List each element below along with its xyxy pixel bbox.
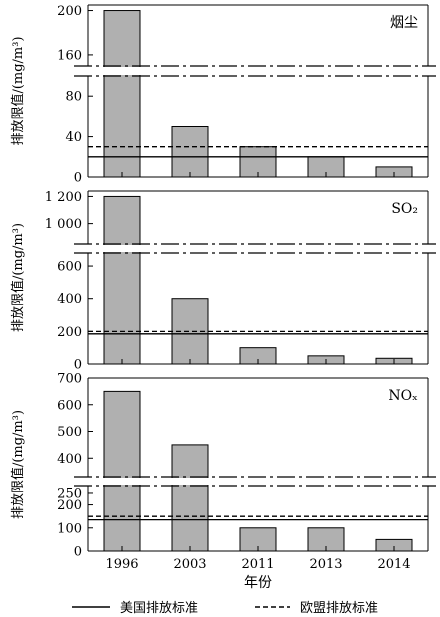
bar-1996: [103, 390, 141, 552]
y-tick-label: 200: [57, 4, 82, 19]
y-tick-label: 0: [74, 545, 82, 560]
y-tick-label: 160: [57, 48, 82, 63]
y-tick-label: 100: [57, 521, 82, 536]
panel-title: 烟尘: [390, 15, 418, 31]
x-tick-label: 2014: [377, 557, 410, 572]
y-tick-label: 200: [57, 498, 82, 513]
y-tick-label: 200: [57, 325, 82, 340]
x-axis-label: 年份: [244, 575, 272, 591]
y-tick-label: 0: [74, 171, 82, 186]
bar-2003: [171, 126, 209, 178]
panel-title: SO₂: [391, 201, 418, 217]
axis-break-gap: [74, 67, 440, 75]
y-tick-label: 1 000: [45, 217, 82, 232]
bar-1996: [103, 10, 141, 178]
x-tick-label: 2011: [241, 557, 274, 572]
y-tick-label: 0: [74, 358, 82, 373]
axis-break-gap: [74, 478, 440, 485]
x-tick-label: 1996: [105, 557, 138, 572]
legend-us-label: 美国排放标准: [120, 601, 198, 616]
y-tick-label: 400: [57, 452, 82, 467]
panel-1: 0 200 400 600 1 000 1 200 SO₂ 排放限值/(mg/m³): [10, 190, 440, 373]
y-axis-label: 排放限值/(mg/m³): [10, 36, 26, 145]
y-tick-label: 1 200: [45, 190, 82, 205]
legend-eu-label: 欧盟排放标准: [300, 601, 378, 616]
y-tick-label: 500: [57, 425, 82, 440]
y-tick-label: 80: [65, 90, 82, 105]
y-tick-label: 700: [57, 372, 82, 387]
y-tick-label: 250: [57, 486, 82, 501]
x-tick-label: 2013: [309, 557, 342, 572]
y-tick-label: 400: [57, 292, 82, 307]
bar-2011: [239, 146, 277, 178]
y-tick-label: 600: [57, 398, 82, 413]
legend: 美国排放标准 欧盟排放标准: [72, 601, 378, 616]
y-axis-label: 排放限值/(mg/m³): [10, 223, 26, 332]
bar-2003: [171, 444, 209, 552]
y-tick-label: 600: [57, 260, 82, 275]
panel-title: NOₓ: [388, 388, 418, 404]
y-tick-label: 40: [65, 130, 82, 145]
bar-1996: [103, 195, 141, 365]
y-axis-label: 排放限值/(mg/m³): [10, 410, 26, 519]
axis-break-gap: [74, 245, 440, 252]
x-tick-label: 2003: [173, 557, 206, 572]
